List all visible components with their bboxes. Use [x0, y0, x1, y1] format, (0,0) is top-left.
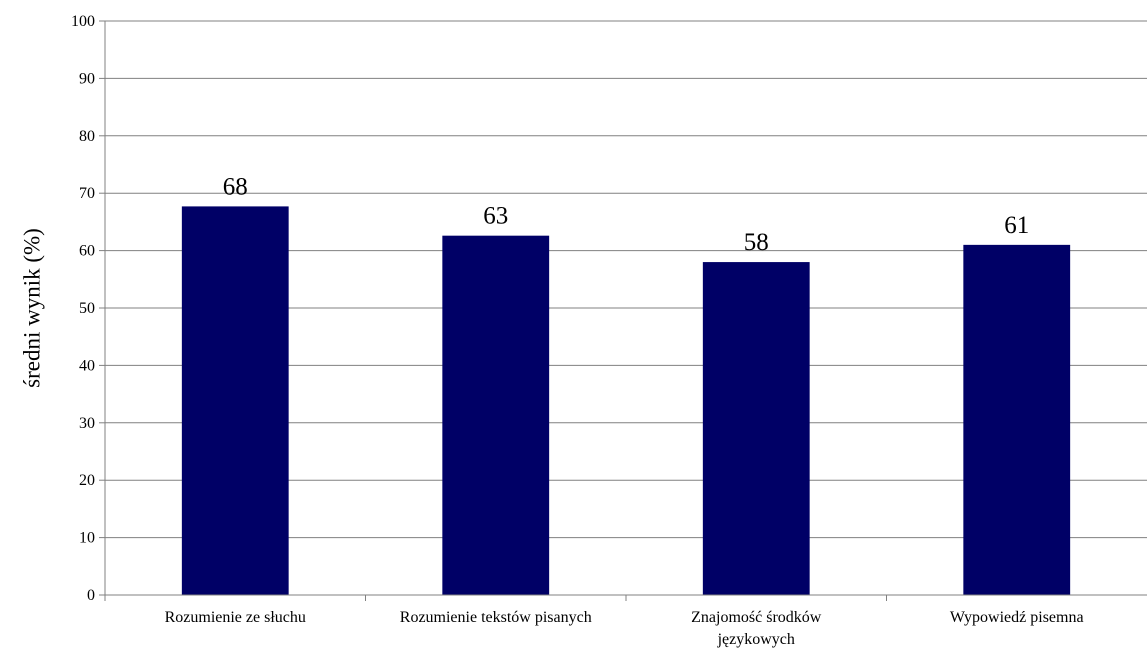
x-category-label: Rozumienie ze słuchu — [165, 609, 306, 626]
bar — [442, 235, 550, 595]
y-tick-label: 70 — [79, 185, 95, 202]
x-category-label: językowych — [717, 631, 795, 648]
y-tick-label: 40 — [79, 357, 95, 374]
y-tick-label: 90 — [79, 70, 95, 87]
y-tick-label: 10 — [79, 530, 95, 547]
data-label: 61 — [1004, 212, 1029, 239]
data-label: 63 — [483, 203, 508, 230]
y-tick-label: 30 — [79, 415, 95, 432]
y-tick-label: 20 — [79, 472, 95, 489]
y-tick-label: 50 — [79, 300, 95, 317]
y-tick-label: 60 — [79, 243, 95, 260]
bar — [181, 206, 289, 596]
data-label: 68 — [223, 173, 248, 200]
y-tick-label: 0 — [87, 587, 95, 604]
axes — [99, 20, 1147, 601]
bar — [963, 244, 1071, 596]
x-category-label: Wypowiedź pisemna — [950, 609, 1084, 626]
y-tick-label: 80 — [79, 128, 95, 145]
data-label: 58 — [744, 229, 769, 256]
x-category-label: Znajomość środków — [691, 609, 822, 626]
y-axis-title: średni wynik (%) — [19, 228, 44, 388]
bar — [702, 262, 810, 595]
labels: 0 10 20 30 40 50 60 70 80 90 100 68 Rozumienie ze sł… — [71, 13, 1084, 648]
y-tick-label: 100 — [71, 13, 95, 30]
x-category-label: Rozumienie tekstów pisanych — [400, 609, 592, 626]
bars — [181, 206, 1071, 596]
